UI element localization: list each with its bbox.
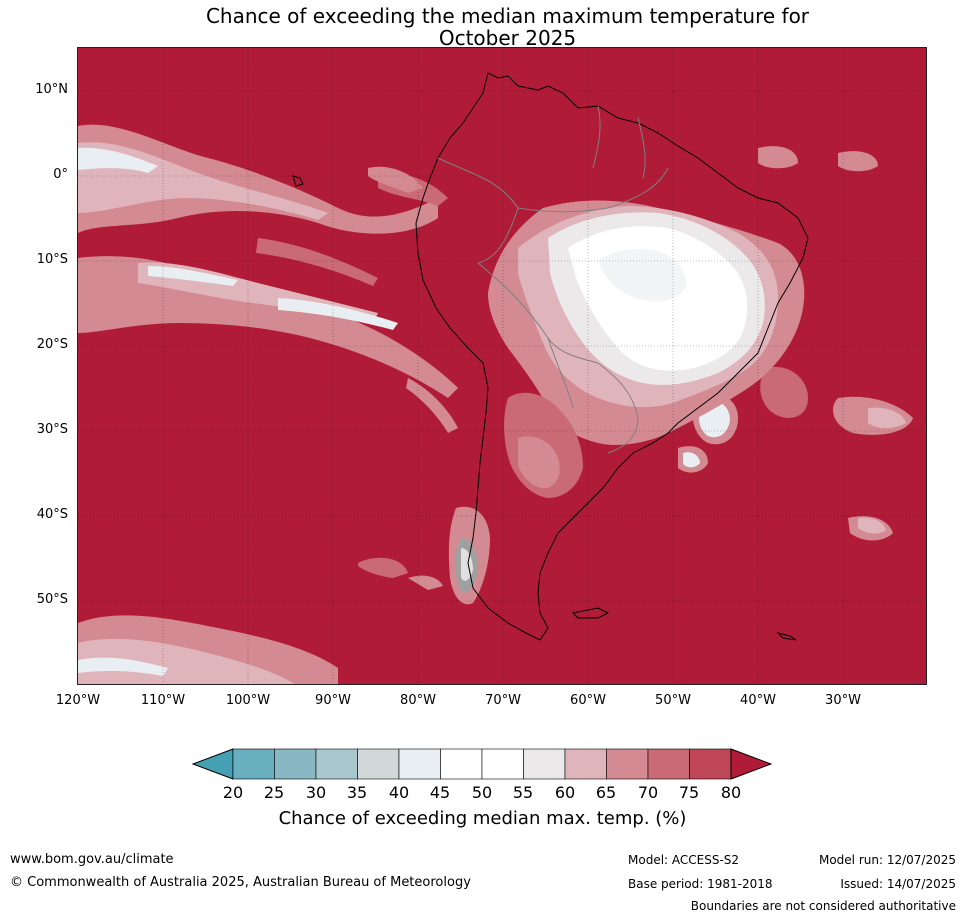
colorbar-tick-25: 25 [263, 783, 285, 802]
issued-date: Issued: 14/07/2025 [840, 877, 956, 891]
lon-label-110w: 110°W [140, 693, 186, 708]
colorbar-tick-65: 65 [595, 783, 617, 802]
colorbar-tick-20: 20 [222, 783, 244, 802]
colorbar-tick-45: 45 [429, 783, 451, 802]
colorbar-tick-30: 30 [305, 783, 327, 802]
graticule [78, 48, 926, 684]
colorbar-cell [315, 748, 358, 780]
colorbar-cell [689, 748, 732, 780]
forecast-map [77, 47, 927, 685]
lat-label-10n: 10°N [35, 82, 68, 97]
colorbar-cell [274, 748, 317, 780]
lon-label-120w: 120°W [55, 693, 101, 708]
colorbar [191, 748, 773, 780]
map-title: Chance of exceeding the median maximum t… [0, 5, 965, 49]
lon-label-40w: 40°W [740, 693, 776, 708]
lat-label-50s: 50°S [36, 592, 68, 607]
model-name: Model: ACCESS-S2 [628, 853, 740, 867]
colorbar-tick-40: 40 [388, 783, 410, 802]
ocean-band-north [78, 124, 448, 234]
lat-label-0: 0° [53, 167, 68, 182]
lat-label-10s: 10°S [36, 252, 68, 267]
lon-label-90w: 90°W [315, 693, 351, 708]
lon-label-70w: 70°W [485, 693, 521, 708]
boundaries-disclaimer: Boundaries are not considered authoritat… [690, 899, 956, 913]
map-background [78, 48, 926, 684]
lat-label-40s: 40°S [36, 507, 68, 522]
colorbar-cell [357, 748, 400, 780]
copyright-text: © Commonwealth of Australia 2025, Austra… [10, 875, 471, 890]
colorbar-tick-75: 75 [678, 783, 700, 802]
colorbar-arrow-low [191, 748, 234, 780]
lon-label-50w: 50°W [655, 693, 691, 708]
lat-label-20s: 20°S [36, 337, 68, 352]
map-canvas [78, 48, 926, 684]
title-line-2: October 2025 [438, 26, 577, 50]
colorbar-cell [481, 748, 524, 780]
coastline [292, 72, 809, 641]
lon-label-100w: 100°W [225, 693, 271, 708]
colorbar-label: Chance of exceeding median max. temp. (%… [278, 808, 687, 829]
colorbar-cell [564, 748, 607, 780]
colorbar-cell [647, 748, 690, 780]
colorbar-tick-35: 35 [346, 783, 368, 802]
bom-climate-link[interactable]: www.bom.gov.au/climate [10, 852, 174, 867]
colorbar-arrow-high [730, 748, 773, 780]
south-america-landmass [448, 200, 805, 605]
colorbar-tick-80: 80 [720, 783, 742, 802]
colorbar-tick-60: 60 [554, 783, 576, 802]
colorbar-cell [523, 748, 566, 780]
base-period: Base period: 1981-2018 [628, 877, 773, 891]
lon-label-80w: 80°W [400, 693, 436, 708]
colorbar-tick-70: 70 [637, 783, 659, 802]
country-borders [437, 105, 669, 454]
model-run-date: Model run: 12/07/2025 [818, 853, 956, 867]
lat-label-30s: 30°S [36, 422, 68, 437]
ocean-band-south [78, 516, 893, 684]
ocean-band-tropical [78, 238, 458, 433]
colorbar-cell [232, 748, 275, 780]
lon-label-60w: 60°W [570, 693, 606, 708]
colorbar-cell [440, 748, 483, 780]
colorbar-tick-55: 55 [512, 783, 534, 802]
title-line-1: Chance of exceeding the median maximum t… [205, 4, 810, 28]
colorbar-tick-50: 50 [471, 783, 493, 802]
colorbar-cell [606, 748, 649, 780]
colorbar-cells [191, 748, 773, 780]
colorbar-cell [398, 748, 441, 780]
lon-label-30w: 30°W [825, 693, 861, 708]
